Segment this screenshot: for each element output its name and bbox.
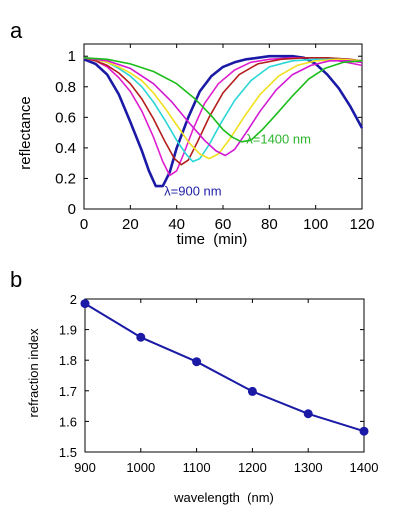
panel-b-plot: 900 1000 1100 1200 1300 1400 1.5 1.6 1.7 1.8 1.9 2 bbox=[59, 292, 379, 475]
panel-b-series-line bbox=[84, 302, 365, 433]
panel-b-label: b bbox=[10, 267, 22, 292]
panel-a-x-tick-label: 120 bbox=[349, 216, 374, 233]
panel-b-plot-frame bbox=[84, 298, 365, 453]
panel-b-y-tick-label: 2 bbox=[70, 292, 77, 307]
panel-a-y-tick-label: 0.2 bbox=[55, 170, 76, 187]
panel-b-y-axis-label: refraction index bbox=[26, 328, 41, 417]
panel-b-x-tick-label: 900 bbox=[74, 460, 96, 475]
panel-a-x-tick-label: 40 bbox=[168, 216, 185, 233]
panel-b-data-point bbox=[136, 332, 146, 342]
panel-a-series-line-5 bbox=[83, 57, 363, 160]
panel-b-data-point bbox=[303, 409, 313, 419]
panel-b-data-point bbox=[80, 299, 90, 309]
panel-a-x-tick-label: 20 bbox=[122, 216, 139, 233]
panel-a-x-tick-label: 60 bbox=[215, 216, 232, 233]
panel-a-x-axis-label: time (min) bbox=[177, 231, 248, 248]
panel-b-x-tick-label: 1200 bbox=[238, 460, 267, 475]
panel-b-y-tick-label: 1.8 bbox=[59, 353, 77, 368]
panel-b-y-tick-label: 1.6 bbox=[59, 414, 77, 429]
panel-b-data-point bbox=[359, 426, 369, 436]
panel-a-series-line-7 bbox=[83, 57, 363, 143]
panel-b-data-point bbox=[192, 357, 202, 367]
panel-a-y-tick-label: 0.8 bbox=[55, 79, 76, 96]
panel-a-y-tick-label: 1 bbox=[68, 48, 76, 65]
panel-b-y-tick-label: 1.7 bbox=[59, 384, 77, 399]
panel-b-x-axis-label: wavelength (nm) bbox=[173, 490, 274, 505]
panel-b-x-tick-label: 1300 bbox=[294, 460, 323, 475]
panel-b-data-point bbox=[247, 386, 257, 396]
panel-a-annotation-2: λ=1400 nm bbox=[246, 131, 311, 146]
panel-a-x-tick-label: 0 bbox=[80, 216, 88, 233]
panel-b-y-tick-label: 1.5 bbox=[59, 445, 77, 460]
panel-a-series-line-4 bbox=[83, 57, 363, 163]
panel-a-y-axis-label: reflectance bbox=[17, 96, 34, 169]
panel-a-plot: 0 20 40 60 80 100 120 0 0.2 0.4 0.6 0.8 1 λ=900 nm λ=1… bbox=[55, 43, 375, 233]
panel-a-annotation-1: λ=900 nm bbox=[164, 183, 221, 198]
panel-b-y-tick-label: 1.9 bbox=[59, 323, 77, 338]
panel-a-y-tick-label: 0.4 bbox=[55, 140, 76, 157]
panel-b-x-tick-label: 1400 bbox=[350, 460, 379, 475]
panel-a-series-line-2 bbox=[83, 57, 363, 177]
panel-a-y-tick-label: 0 bbox=[68, 201, 76, 218]
panel-a-series-line-6 bbox=[83, 57, 363, 157]
panel-b-x-tick-label: 1000 bbox=[126, 460, 155, 475]
panel-a-x-tick-label: 100 bbox=[303, 216, 328, 233]
panel-a-series-line-3 bbox=[83, 57, 363, 166]
panel-a-y-tick-label: 0.6 bbox=[55, 109, 76, 126]
panel-b-x-tick-label: 1100 bbox=[183, 460, 211, 475]
panel-a-label: a bbox=[10, 18, 23, 43]
panel-a-x-tick-label: 80 bbox=[261, 216, 278, 233]
